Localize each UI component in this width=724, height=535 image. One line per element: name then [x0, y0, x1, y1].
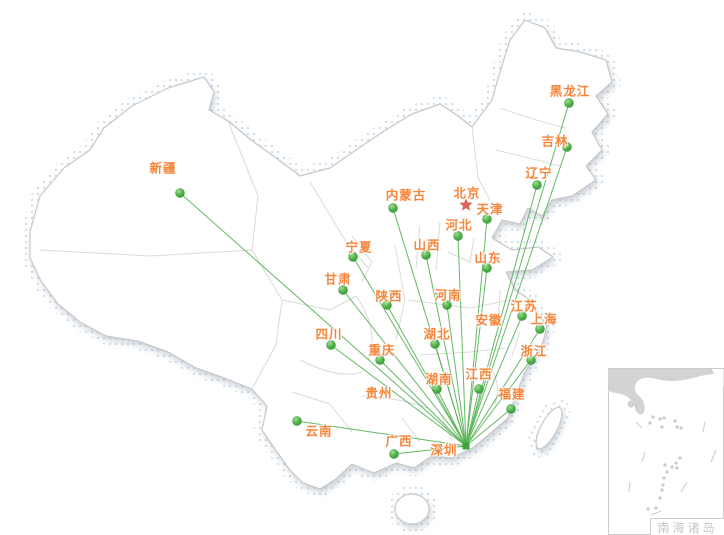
- province-dot: [326, 340, 336, 350]
- province-dot: [517, 311, 527, 321]
- connection-lines: [179, 102, 570, 455]
- inset-coast-silhouette: [608, 369, 724, 415]
- connection-line: [465, 328, 541, 447]
- province-dot: [442, 300, 452, 310]
- inset-south-china-sea: [608, 368, 724, 535]
- connection-line: [330, 344, 467, 447]
- connection-line: [465, 359, 532, 447]
- province-dot: [175, 188, 185, 198]
- connection-line: [393, 445, 467, 455]
- province-dot: [430, 339, 440, 349]
- province-dot: [389, 449, 399, 459]
- capital-star-icon: [459, 198, 473, 211]
- province-dot: [506, 404, 516, 414]
- connection-line: [436, 388, 467, 447]
- connection-line: [465, 146, 568, 447]
- connection-line: [296, 420, 467, 447]
- connection-line: [179, 192, 467, 447]
- connection-line: [457, 235, 467, 447]
- connection-line: [465, 218, 488, 447]
- province-dot: [482, 263, 492, 273]
- connection-line: [342, 289, 467, 447]
- inset-island-dots: [646, 415, 683, 511]
- province-dot: [532, 180, 542, 190]
- province-dot: [562, 142, 572, 152]
- province-dot: [432, 384, 442, 394]
- province-dot: [338, 285, 348, 295]
- connection-line: [379, 359, 467, 447]
- province-dot: [474, 384, 484, 394]
- connection-line: [465, 315, 523, 447]
- province-dot: [388, 203, 398, 213]
- taiwan-island: [535, 406, 563, 450]
- province-borders: [39, 107, 567, 443]
- connection-line: [465, 267, 488, 447]
- inset-label: 南海诸岛: [657, 520, 718, 535]
- map-outline: [29, 19, 613, 525]
- connection-line: [434, 343, 467, 447]
- inset-dashes: [628, 421, 717, 516]
- connection-line: [386, 304, 467, 447]
- province-markers: [175, 98, 574, 459]
- province-dot: [421, 250, 431, 260]
- connection-line: [446, 304, 467, 447]
- connection-line: [425, 254, 467, 447]
- province-dot: [382, 300, 392, 310]
- inset-label-box: 南海诸岛: [650, 518, 724, 535]
- province-dot: [564, 98, 574, 108]
- province-dot: [482, 214, 492, 224]
- connection-line: [465, 388, 480, 447]
- inset-coast-notch: [712, 369, 724, 386]
- province-dot: [375, 355, 385, 365]
- province-dot: [526, 355, 536, 365]
- province-dot: [348, 252, 358, 262]
- hub-marker: [462, 442, 470, 450]
- province-dot: [535, 324, 545, 334]
- connection-line: [465, 184, 538, 447]
- province-dot: [453, 231, 463, 241]
- connection-line: [465, 408, 512, 447]
- hainan-island: [394, 493, 430, 525]
- province-dot: [292, 416, 302, 426]
- connection-line: [352, 256, 467, 447]
